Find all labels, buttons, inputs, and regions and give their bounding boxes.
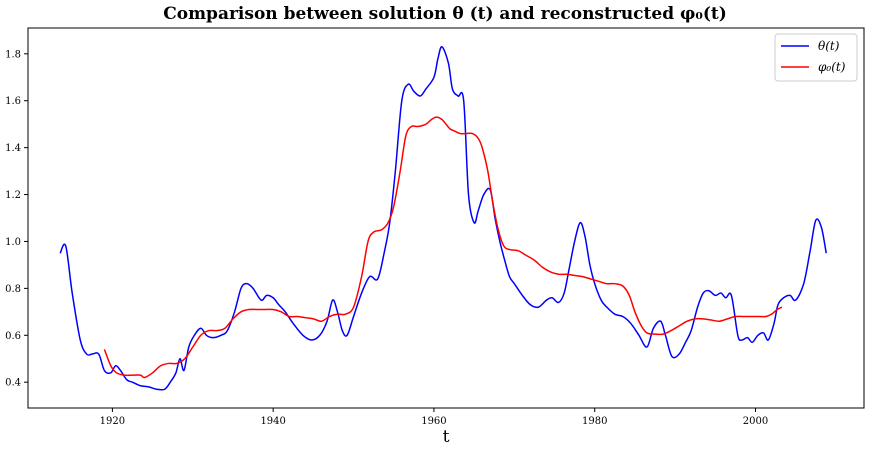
legend-label-theta: θ(t) <box>818 39 840 53</box>
y-tick-label: 1.4 <box>5 143 21 154</box>
y-tick-label: 1.8 <box>5 49 21 60</box>
y-tick-label: 1.2 <box>5 190 21 201</box>
x-tick-label: 1960 <box>421 416 446 427</box>
y-tick-label: 1.6 <box>5 96 21 107</box>
axes-frame <box>27 27 865 409</box>
y-tick-label: 0.4 <box>5 378 21 389</box>
x-tick-label: 1980 <box>582 416 607 427</box>
chart-title: Comparison between solution θ (t) and re… <box>163 4 727 24</box>
x-tick-label: 1940 <box>260 416 285 427</box>
y-tick-label: 0.8 <box>5 284 21 295</box>
y-tick-label: 1.0 <box>5 237 21 248</box>
x-axis: 1920 1940 1960 1980 2000 <box>100 408 768 427</box>
x-axis-label: t <box>443 427 450 447</box>
legend-label-phi: φ₀(t) <box>818 60 846 74</box>
series-line-theta <box>59 46 827 391</box>
y-axis: 0.4 0.6 0.8 1.0 1.2 1.4 1.6 1.8 <box>5 49 28 389</box>
series-layer <box>59 46 827 391</box>
y-tick-label: 0.6 <box>5 331 21 342</box>
x-tick-label: 2000 <box>743 416 768 427</box>
x-tick-label: 1920 <box>100 416 125 427</box>
legend: θ(t) φ₀(t) <box>774 33 858 82</box>
series-line-phi <box>103 116 783 379</box>
plot-area <box>27 27 865 409</box>
